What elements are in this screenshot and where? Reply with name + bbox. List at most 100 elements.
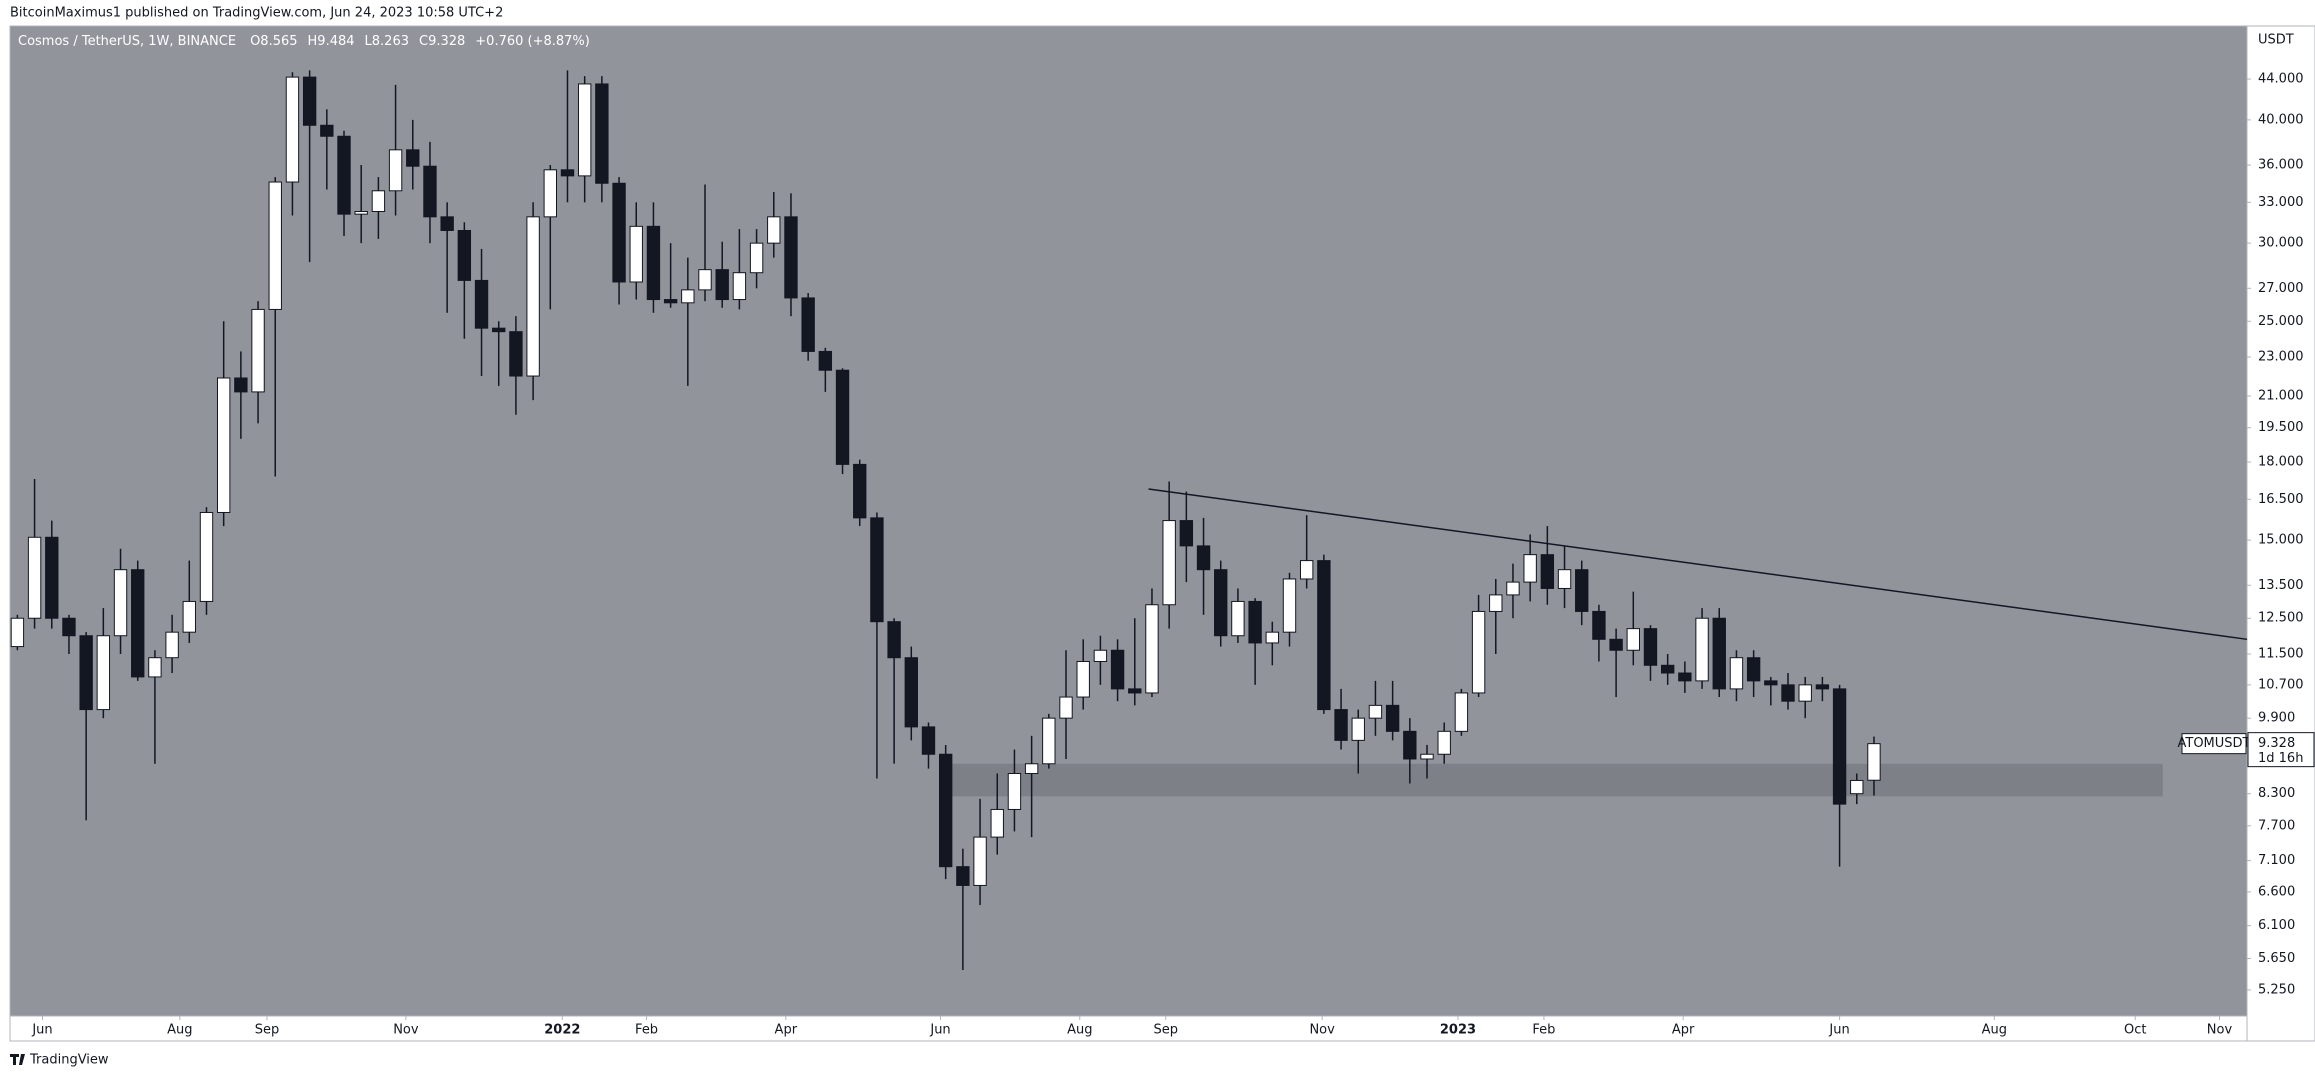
candle-body — [595, 83, 609, 184]
footer-text: TradingView — [29, 1053, 109, 1068]
candle-body — [1007, 773, 1022, 810]
candle-body — [818, 350, 833, 371]
candle-body — [251, 308, 265, 393]
footer-logo: TradingView — [10, 1053, 109, 1068]
candle-body — [1248, 600, 1262, 644]
y-tick-label: 30.000 — [2258, 236, 2304, 251]
x-tick-label: Aug — [167, 1023, 192, 1038]
candle-body — [1334, 709, 1348, 741]
candle-body — [801, 297, 815, 352]
candle-body — [1128, 688, 1142, 694]
candle-body — [148, 657, 162, 678]
candle-body — [1024, 763, 1039, 775]
candle-body — [1575, 569, 1589, 612]
x-tick-label: Feb — [1532, 1023, 1555, 1038]
candle-body — [1420, 753, 1434, 760]
y-tick-label: 15.000 — [2258, 533, 2304, 548]
x-tick-label: Feb — [635, 1023, 658, 1038]
candle-body — [698, 269, 712, 291]
candle-body — [1385, 704, 1400, 732]
logo-mark — [10, 1054, 25, 1065]
candle-body — [870, 517, 884, 623]
x-tick-label: Apr — [1672, 1023, 1695, 1038]
y-tick-label: 5.250 — [2258, 982, 2295, 997]
y-tick-label: 9.900 — [2258, 711, 2295, 726]
candle-body — [1265, 631, 1279, 644]
candle-body — [1214, 569, 1228, 637]
candle-body — [956, 866, 970, 886]
y-tick-label: 6.100 — [2258, 918, 2295, 933]
candle-body — [457, 229, 472, 281]
candle-body — [1781, 684, 1795, 702]
candle-body — [320, 124, 334, 137]
candle-body — [27, 536, 42, 619]
publish-header: BitcoinMaximus1 published on TradingView… — [10, 6, 503, 21]
candle-body — [784, 216, 798, 299]
trendline — [1148, 488, 2248, 641]
x-tick-label: Apr — [775, 1023, 798, 1038]
candle-body — [1471, 610, 1486, 694]
candle-body — [406, 149, 420, 167]
y-tick-label: 5.650 — [2258, 951, 2295, 966]
candle-body — [1489, 594, 1503, 612]
support-zone — [949, 763, 2163, 797]
y-tick-label: 27.000 — [2258, 281, 2304, 296]
candle-body — [216, 377, 231, 513]
candle-body — [492, 327, 506, 333]
y-tick-label: 19.500 — [2258, 420, 2304, 435]
candle-body — [1162, 520, 1176, 606]
candle-body — [388, 149, 403, 192]
candle-body — [1506, 581, 1520, 596]
candle-body — [1540, 554, 1555, 589]
candle-body — [1454, 692, 1469, 732]
x-tick-label: 2023 — [1440, 1023, 1476, 1038]
candle-body — [990, 808, 1004, 838]
candle-body — [887, 621, 901, 659]
candle-body — [732, 272, 747, 301]
candle-body — [423, 165, 437, 218]
candle-body — [612, 182, 626, 283]
candle-body — [1832, 688, 1847, 805]
candle-body — [1282, 578, 1297, 633]
x-tick-label: Aug — [1982, 1023, 2007, 1038]
y-tick-label: 13.500 — [2258, 578, 2304, 593]
candle-body — [629, 225, 643, 283]
candle-body — [1678, 672, 1692, 682]
candle-body — [509, 331, 523, 377]
y-tick-label: 6.600 — [2258, 884, 2295, 899]
candle-body — [1076, 660, 1090, 698]
candle-body — [904, 657, 918, 728]
legend-key: C — [419, 34, 428, 49]
x-tick-label: Jun — [929, 1023, 950, 1038]
candle-body — [182, 600, 196, 633]
candle-body — [79, 635, 93, 711]
y-tick-label: 7.100 — [2258, 853, 2295, 868]
y-tick-label: 36.000 — [2258, 158, 2304, 173]
candle-body — [1764, 680, 1778, 686]
candle-body — [1695, 617, 1709, 682]
candle-body — [1351, 717, 1365, 741]
y-tick-label: 16.500 — [2258, 492, 2304, 507]
x-tick-label: Nov — [393, 1023, 419, 1038]
candle-body — [354, 210, 368, 215]
candle-body — [1660, 664, 1675, 674]
candle-body — [1798, 684, 1812, 702]
symbol-tag-bg — [2181, 733, 2247, 755]
legend-value: 8.263 — [372, 34, 409, 49]
candle-body — [1712, 617, 1726, 690]
countdown-label: 1d 16h — [2258, 751, 2303, 766]
candle-body — [560, 169, 575, 177]
candle-body — [10, 617, 25, 648]
candle-body — [165, 631, 179, 659]
legend-key: H — [308, 34, 318, 49]
currency-label: USDT — [2258, 33, 2294, 48]
candle-body — [45, 536, 59, 619]
candle-body — [1093, 649, 1108, 662]
candle-body — [1231, 600, 1245, 637]
candle-body — [526, 216, 540, 377]
y-tick-label: 40.000 — [2258, 112, 2304, 127]
candle-body — [663, 299, 678, 304]
candle-body — [1368, 704, 1383, 719]
candle-body — [474, 279, 489, 329]
